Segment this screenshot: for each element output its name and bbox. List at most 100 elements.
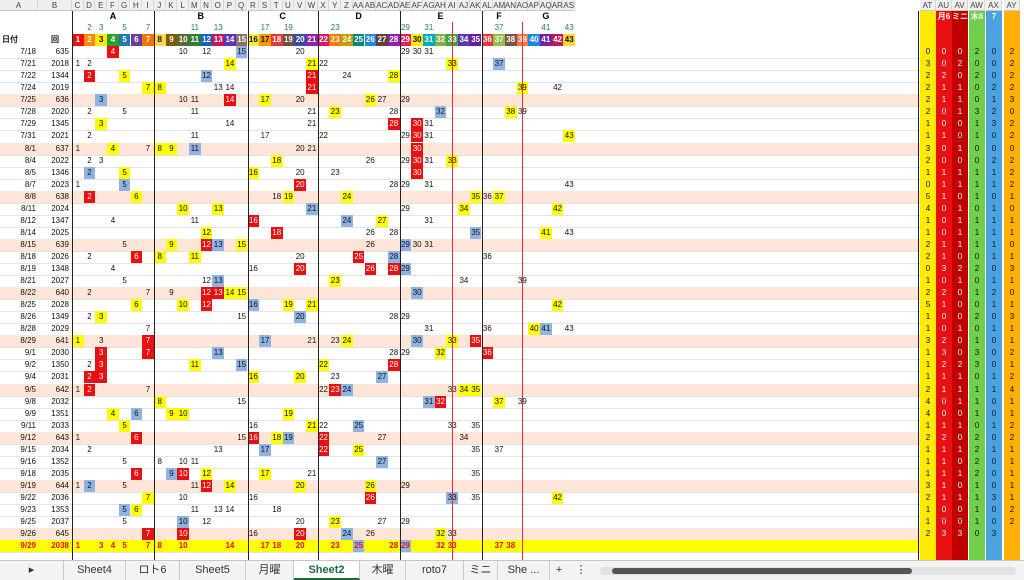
number-cell[interactable]: 10 (177, 299, 189, 312)
number-cell[interactable]: 29 (400, 47, 410, 57)
date-cell[interactable]: 9/22 (20, 492, 36, 502)
number-cell[interactable]: 25 (352, 443, 365, 456)
number-cell[interactable]: 20 (295, 95, 305, 105)
draw-number-cell[interactable]: 2031 (51, 372, 69, 382)
column-header[interactable]: AH (434, 0, 447, 11)
sheet-tab[interactable]: Sheet5 (180, 561, 246, 580)
number-cell[interactable]: 27 (376, 371, 388, 384)
number-cell[interactable]: 20 (294, 528, 306, 541)
number-cell[interactable]: 7 (145, 541, 151, 551)
number-cell[interactable]: 31 (424, 215, 434, 225)
date-cell[interactable]: 7/18 (20, 47, 36, 57)
date-cell[interactable]: 8/14 (20, 227, 36, 237)
number-cell[interactable]: 1 (75, 480, 81, 490)
number-cell[interactable]: 5 (122, 276, 127, 286)
number-cell[interactable]: 18 (270, 154, 283, 167)
number-cell[interactable]: 11 (190, 480, 199, 490)
number-cell[interactable]: 15 (237, 432, 247, 442)
number-cell[interactable]: 9 (165, 238, 178, 251)
number-cell[interactable]: 31 (423, 395, 435, 408)
number-cell[interactable]: 26 (364, 491, 377, 504)
number-cell[interactable]: 18 (270, 226, 283, 239)
number-cell[interactable]: 12 (202, 517, 211, 527)
number-cell[interactable]: 7 (145, 143, 151, 153)
number-cell[interactable]: 16 (248, 420, 258, 430)
number-cell[interactable]: 1 (75, 59, 81, 69)
number-cell[interactable]: 16 (247, 166, 260, 179)
date-cell[interactable]: 9/23 (20, 505, 36, 514)
number-cell[interactable]: 15 (235, 287, 248, 300)
column-header[interactable]: U (282, 0, 295, 11)
number-cell[interactable]: 35 (471, 468, 481, 478)
number-cell[interactable]: 29 (400, 480, 410, 490)
number-cell[interactable]: 43 (564, 227, 574, 237)
number-cell[interactable]: 21 (306, 58, 318, 71)
number-cell[interactable]: 41 (540, 226, 552, 239)
column-header[interactable]: AY (1004, 0, 1020, 11)
number-cell[interactable]: 2 (87, 312, 92, 322)
number-cell[interactable]: 22 (319, 131, 328, 141)
number-cell[interactable]: 27 (377, 95, 387, 105)
number-cell[interactable]: 23 (329, 516, 342, 529)
draw-number-cell[interactable]: 1349 (51, 312, 69, 322)
number-cell[interactable]: 29 (400, 95, 410, 105)
column-header[interactable]: AE (399, 0, 412, 11)
number-cell[interactable]: 23 (330, 372, 340, 382)
number-cell[interactable]: 20 (294, 479, 306, 492)
number-cell[interactable]: 16 (247, 299, 260, 312)
number-cell[interactable]: 24 (341, 214, 353, 227)
date-cell[interactable]: 8/12 (20, 215, 36, 225)
date-cell[interactable]: 8/4 (24, 155, 36, 165)
draw-number-cell[interactable]: 2026 (51, 251, 69, 261)
number-cell[interactable]: 14 (224, 479, 236, 492)
number-cell[interactable]: 24 (341, 528, 353, 541)
number-cell[interactable]: 13 (213, 83, 223, 93)
number-cell[interactable]: 27 (376, 455, 388, 468)
number-cell[interactable]: 23 (329, 275, 342, 288)
draw-number-cell[interactable]: 640 (55, 288, 69, 298)
number-cell[interactable]: 7 (145, 324, 151, 334)
number-cell[interactable]: 30 (411, 335, 423, 348)
column-header[interactable]: AU (936, 0, 952, 11)
column-header[interactable]: AX (986, 0, 1002, 11)
draw-number-cell[interactable]: 2033 (51, 420, 69, 430)
column-header[interactable]: I (142, 0, 154, 11)
number-cell[interactable]: 10 (178, 95, 188, 105)
number-cell[interactable]: 10 (177, 528, 189, 541)
date-cell[interactable]: 7/21 (20, 59, 36, 69)
number-cell[interactable]: 2 (83, 479, 96, 492)
number-cell[interactable]: 28 (387, 263, 400, 276)
number-cell[interactable]: 10 (178, 492, 188, 502)
number-cell[interactable]: 28 (389, 312, 399, 322)
date-cell[interactable]: 8/11 (21, 203, 36, 213)
number-cell[interactable]: 2 (87, 59, 92, 69)
draw-number-cell[interactable]: 2023 (51, 179, 69, 189)
date-cell[interactable]: 7/29 (20, 119, 36, 129)
date-cell[interactable]: 8/26 (20, 312, 36, 322)
number-cell[interactable]: 2 (83, 371, 96, 384)
number-cell[interactable]: 28 (387, 118, 400, 131)
number-cell[interactable]: 31 (424, 131, 434, 141)
number-cell[interactable]: 7 (142, 82, 154, 95)
number-cell[interactable]: 4 (107, 46, 119, 59)
date-cell[interactable]: 9/12 (20, 432, 36, 442)
number-cell[interactable]: 22 (317, 443, 330, 456)
number-cell[interactable]: 13 (212, 275, 225, 288)
number-cell[interactable]: 16 (247, 431, 260, 444)
number-cell[interactable]: 17 (259, 94, 271, 107)
column-header[interactable]: AW (969, 0, 985, 11)
number-cell[interactable]: 13 (212, 347, 225, 360)
number-cell[interactable]: 6 (130, 407, 143, 420)
column-header[interactable]: AB (364, 0, 377, 11)
number-cell[interactable]: 29 (400, 203, 410, 213)
number-cell[interactable]: 20 (295, 541, 305, 551)
number-cell[interactable]: 2 (87, 107, 92, 117)
number-cell[interactable]: 11 (190, 505, 199, 514)
number-cell[interactable]: 18 (270, 431, 283, 444)
date-cell[interactable]: 9/16 (20, 456, 36, 466)
number-cell[interactable]: 28 (389, 227, 399, 237)
number-cell[interactable]: 16 (247, 214, 260, 227)
number-cell[interactable]: 32 (434, 106, 447, 119)
number-cell[interactable]: 11 (190, 95, 199, 105)
number-cell[interactable]: 35 (469, 190, 482, 203)
